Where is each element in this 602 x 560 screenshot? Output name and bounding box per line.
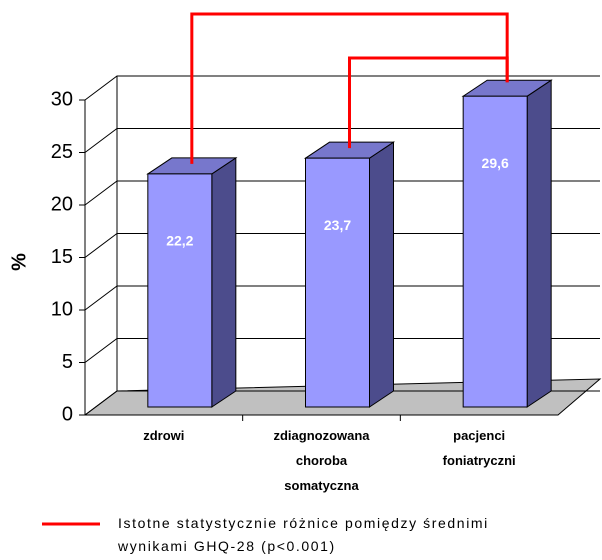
grid-line (84, 233, 600, 258)
bar-side (211, 156, 237, 408)
grid-line (84, 390, 600, 416)
grid-line (84, 338, 600, 363)
y-tick-label: 0 (62, 403, 73, 425)
bar-front (462, 95, 528, 408)
y-tick-label: 25 (51, 141, 73, 163)
grid-line (84, 75, 600, 101)
significance-bracket (348, 56, 509, 149)
value-label: 22,2 (166, 233, 193, 249)
bar (461, 79, 553, 408)
y-tick-label: 10 (51, 298, 73, 320)
y-axis-label: % (8, 253, 30, 271)
bar (303, 141, 396, 408)
y-tick-label: 20 (51, 193, 73, 215)
bar-side (369, 141, 394, 408)
x-tick-label: pacjenci foniatryczni (443, 428, 516, 468)
bar-front (305, 157, 370, 408)
value-label: 23,7 (324, 217, 351, 233)
bar (146, 156, 238, 408)
bar-side (526, 79, 552, 408)
grid-line (84, 128, 600, 153)
legend-text: Istotne statystycznie różnice pomiędzy ś… (118, 515, 489, 554)
y-tick-label: 15 (51, 246, 73, 268)
x-tick-label: zdiagnozowana choroba somatyczna (273, 428, 370, 493)
y-tick-label: 30 (51, 88, 73, 110)
x-tick-label: zdrowi (143, 428, 184, 443)
value-label: 29,6 (482, 155, 509, 171)
grid-line (84, 180, 600, 206)
y-tick-label: 5 (62, 351, 73, 373)
significance-bracket (190, 12, 509, 164)
bar-front (147, 173, 213, 408)
grid-line (84, 285, 600, 311)
